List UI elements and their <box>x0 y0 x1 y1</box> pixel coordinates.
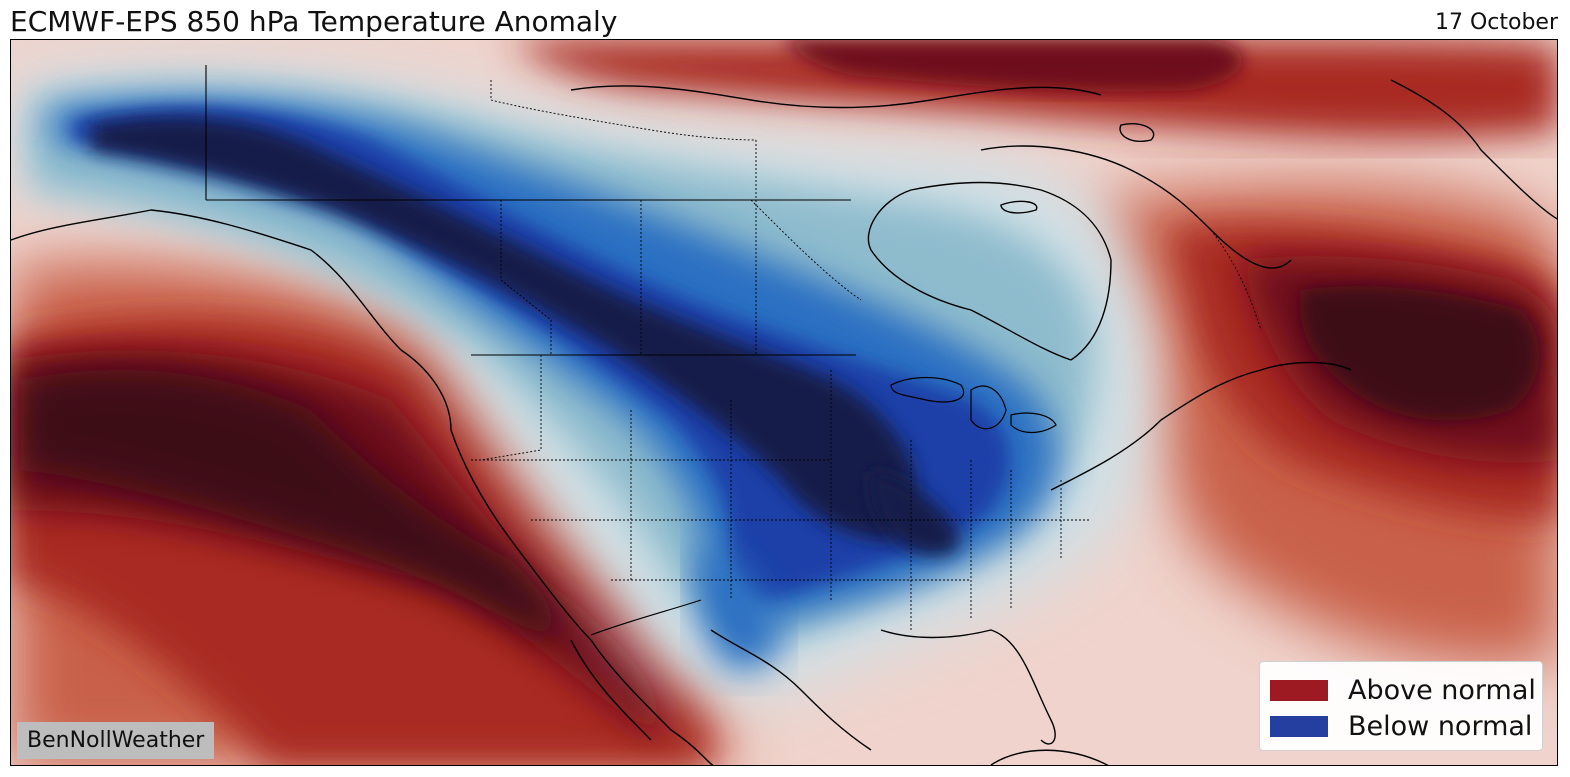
legend-swatch-below-normal <box>1270 715 1328 737</box>
legend-item-above-normal: Above normal <box>1270 672 1536 708</box>
forecast-date: 17 October <box>1434 10 1558 35</box>
legend-item-below-normal: Below normal <box>1270 708 1532 744</box>
warm-anomaly-field <box>11 40 1557 765</box>
great-lakes <box>890 376 1057 434</box>
cool-anomaly-field <box>11 66 1149 700</box>
credit-label: BenNollWeather <box>17 722 215 759</box>
legend-label-above-normal: Above normal <box>1348 674 1536 706</box>
legend: Above normal Below normal <box>1259 661 1543 751</box>
map-title: ECMWF-EPS 850 hPa Temperature Anomaly <box>10 5 618 38</box>
anomaly-map: BenNollWeather Above normal Below normal <box>10 39 1558 766</box>
legend-swatch-above-normal <box>1270 679 1328 701</box>
coastlines <box>11 79 1557 765</box>
state-borders <box>471 80 1262 630</box>
anomaly-map-canvas <box>11 40 1557 765</box>
borders <box>205 65 856 636</box>
legend-label-below-normal: Below normal <box>1348 710 1533 742</box>
